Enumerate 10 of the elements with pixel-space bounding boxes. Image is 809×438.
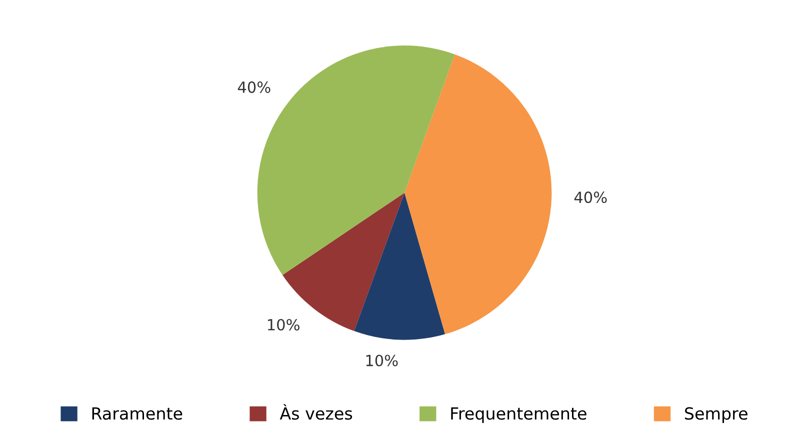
- pie-slice: [354, 192, 446, 340]
- legend-label: Raramente: [92, 407, 182, 420]
- data-label: 40%: [574, 192, 607, 204]
- data-label: 10%: [366, 354, 398, 366]
- legend-label: Às vezes: [280, 404, 352, 420]
- data-label: 10%: [268, 318, 300, 331]
- pie-slice: [404, 54, 552, 334]
- legend-label: Frequentemente: [451, 407, 586, 423]
- legend-label: Sempre: [685, 407, 748, 423]
- data-label: 40%: [238, 81, 270, 93]
